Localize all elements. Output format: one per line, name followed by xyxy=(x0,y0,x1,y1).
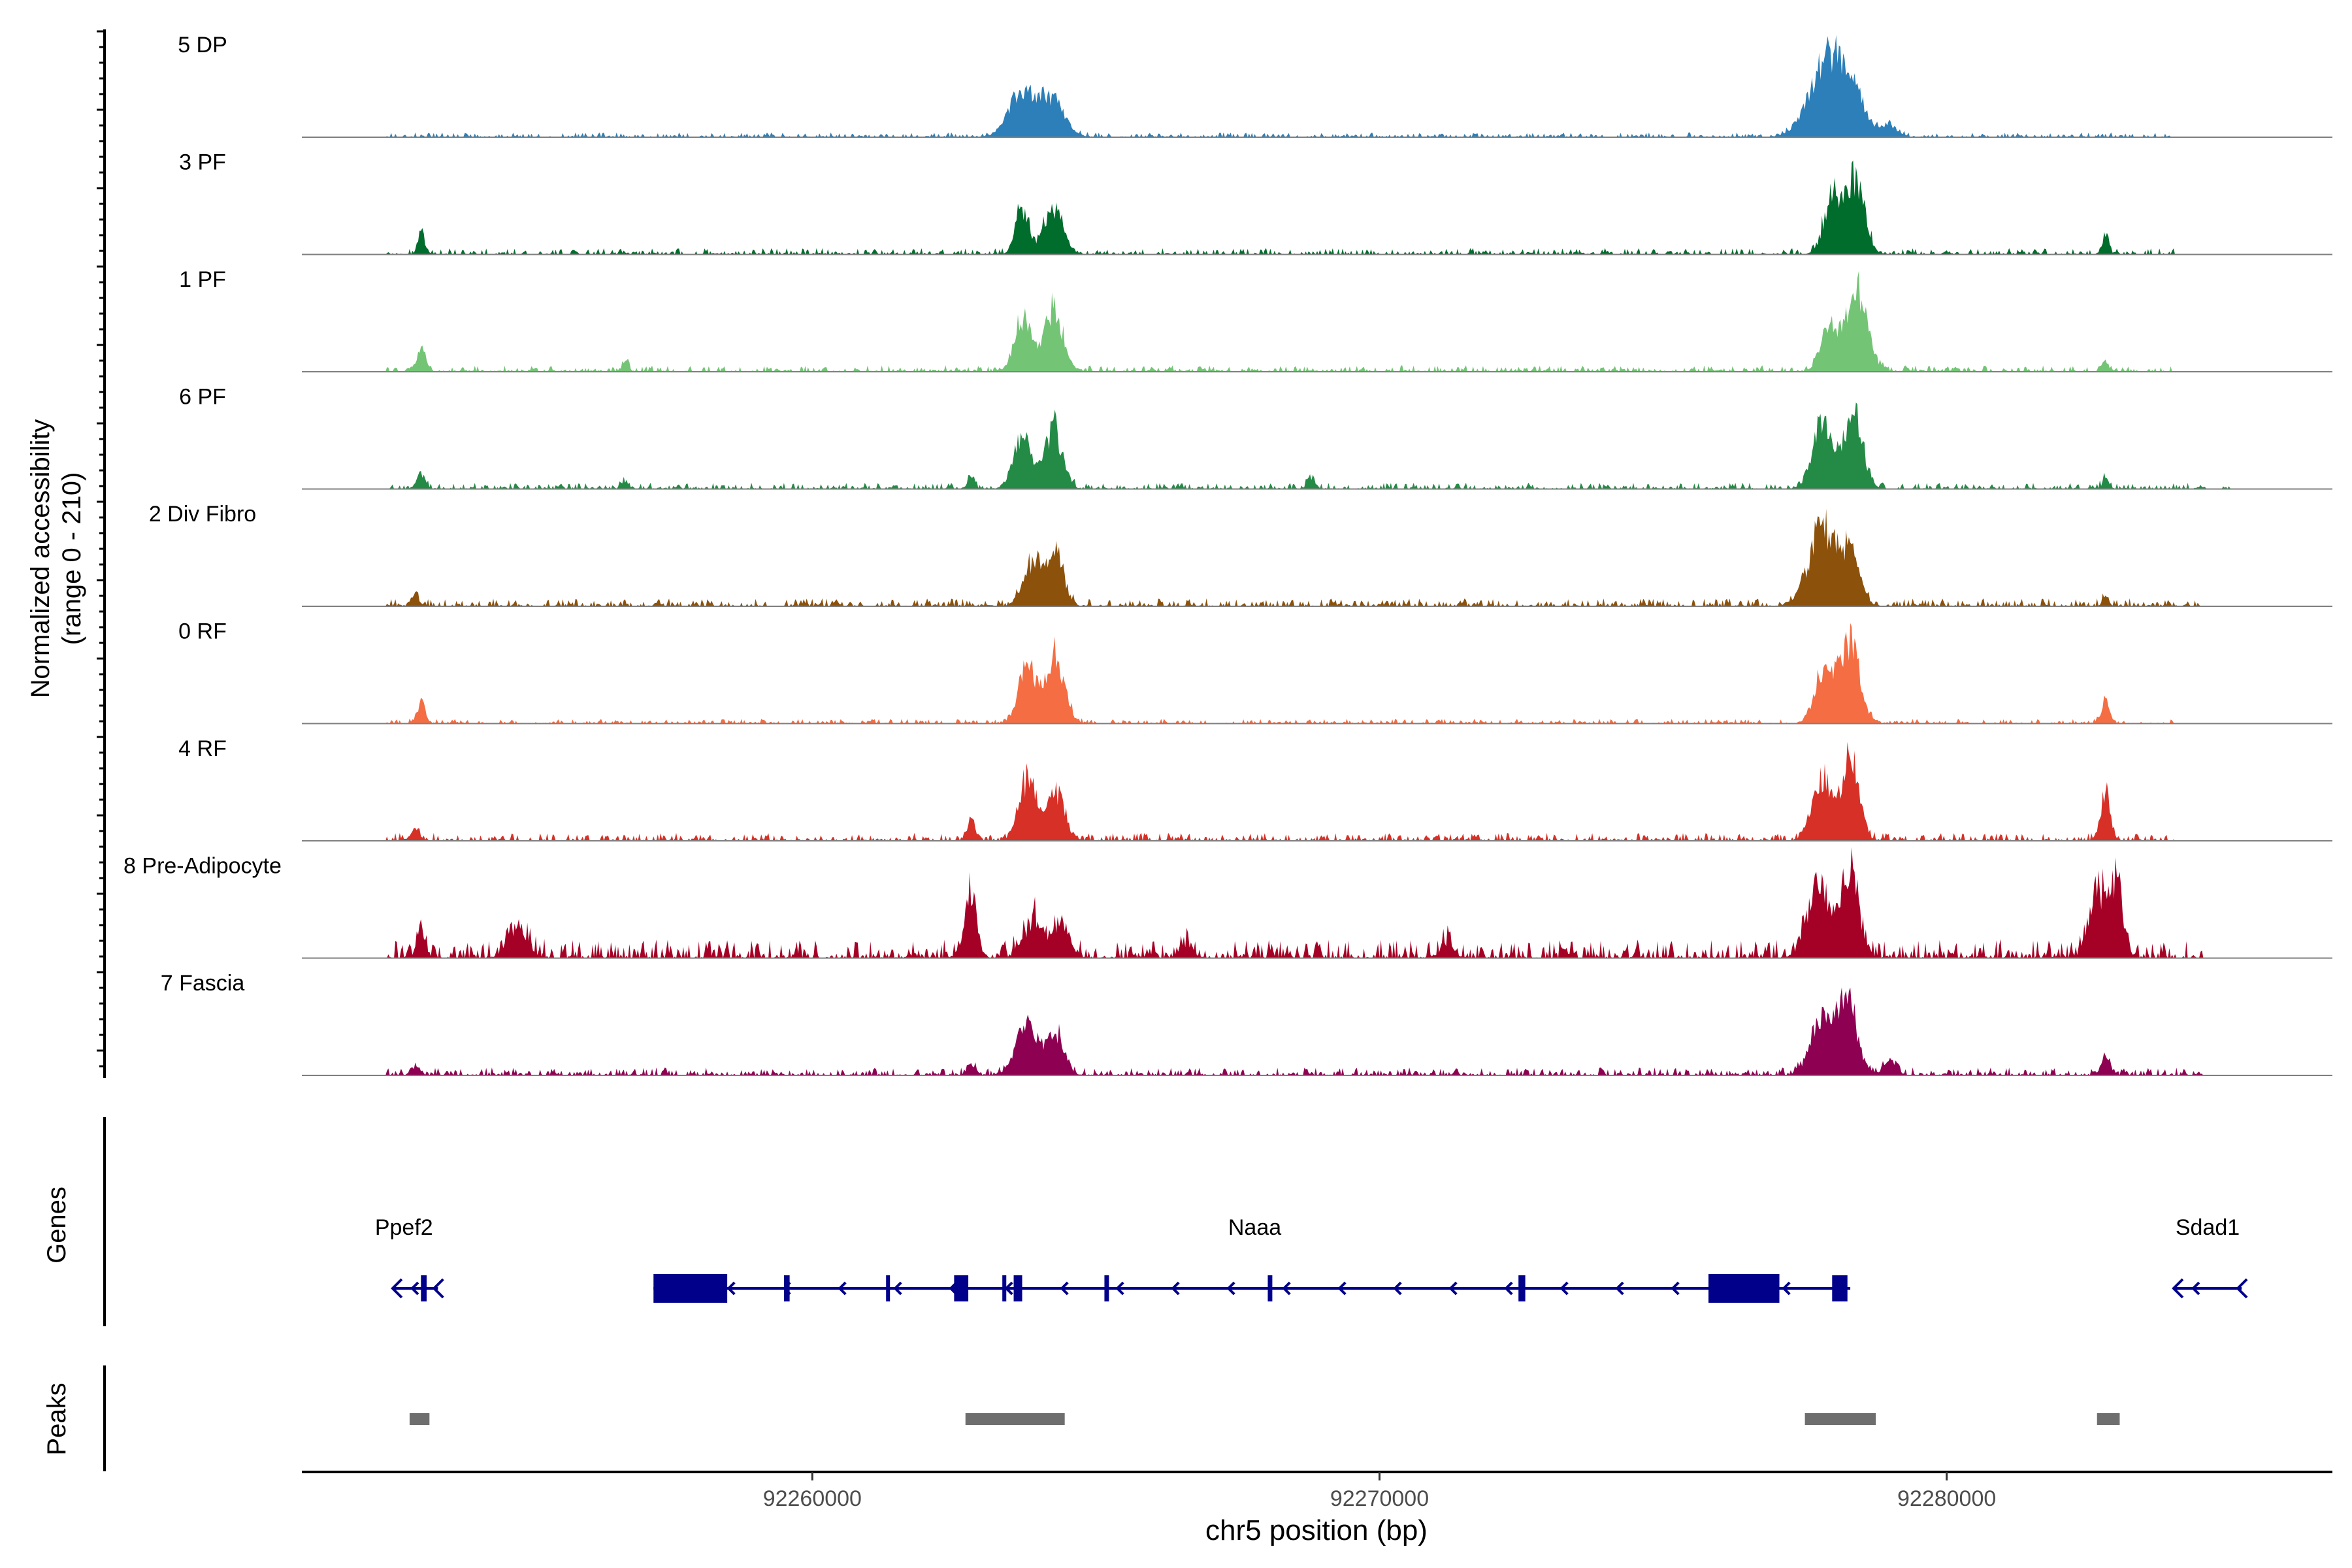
gene-Naaa: Naaa xyxy=(653,1215,1851,1303)
peak-region xyxy=(1805,1413,1876,1425)
strand-arrow xyxy=(1504,1281,1513,1296)
x-tick-label: 92260000 xyxy=(763,1486,862,1511)
strand-arrow xyxy=(1337,1281,1347,1296)
gene-label: Sdad1 xyxy=(2176,1215,2240,1240)
coverage-area xyxy=(302,742,2332,841)
strand-arrow xyxy=(1671,1281,1680,1296)
strand-arrow xyxy=(1226,1281,1235,1296)
x-tick-label: 92270000 xyxy=(1330,1486,1429,1511)
strand-arrow xyxy=(727,1281,736,1296)
coverage-area xyxy=(302,160,2332,255)
exon xyxy=(1832,1275,1848,1301)
gene-Sdad1: Sdad1 xyxy=(2172,1215,2248,1299)
gene-Ppef2: Ppef2 xyxy=(375,1215,444,1301)
strand-arrow xyxy=(2236,1278,2248,1299)
x-axis-ticks: 92260000 92270000 92280000 xyxy=(763,1472,1996,1511)
coverage-area xyxy=(302,270,2332,372)
strand-arrow xyxy=(1393,1281,1402,1296)
exon xyxy=(1013,1275,1022,1301)
track-7: 8 Pre-Adipocyte xyxy=(123,847,2332,959)
track-label: 1 PF xyxy=(179,267,226,292)
strand-arrow xyxy=(1560,1281,1569,1296)
track-4: 2 Div Fibro xyxy=(149,502,2332,607)
coverage-area xyxy=(302,987,2332,1075)
coverage-area xyxy=(302,847,2332,958)
peak-region xyxy=(2097,1413,2120,1425)
exon xyxy=(886,1275,890,1301)
track-5: 0 RF xyxy=(178,619,2332,725)
strand-arrow xyxy=(1448,1281,1458,1296)
strand-arrow xyxy=(1171,1281,1180,1296)
track-6: 4 RF xyxy=(178,736,2332,841)
exon xyxy=(1104,1275,1109,1301)
strand-arrow xyxy=(1060,1281,1069,1296)
strand-arrow xyxy=(410,1281,419,1296)
exon xyxy=(783,1275,790,1301)
coverage-tracks: 5 DP 3 PF 1 PF 6 PF 2 Div Fibro 0 RF 4 RF 8 Pre… xyxy=(123,33,2332,1076)
y-axis-label-line2: (range 0 - 210) xyxy=(57,472,86,645)
strand-arrow xyxy=(2172,1278,2184,1299)
track-label: 5 DP xyxy=(178,33,227,57)
exon xyxy=(1708,1274,1780,1303)
track-1: 3 PF xyxy=(179,150,2332,255)
peak-region xyxy=(965,1413,1065,1425)
exon xyxy=(1518,1275,1526,1301)
coverage-area xyxy=(302,508,2332,606)
track-8: 7 Fascia xyxy=(161,971,2332,1076)
track-label: 8 Pre-Adipocyte xyxy=(123,854,282,879)
x-tick-label: 92280000 xyxy=(1897,1486,1996,1511)
gene-annotations: Ppef2 Naaa Sdad1 xyxy=(375,1215,2248,1303)
y-axis-ticks xyxy=(97,30,105,1068)
exon xyxy=(954,1275,969,1301)
strand-arrow xyxy=(893,1281,902,1296)
strand-arrow xyxy=(1004,1281,1013,1296)
y-axis-label: Normalized accessibility (range 0 - 210) xyxy=(26,419,86,698)
track-0: 5 DP xyxy=(178,33,2332,138)
y-axis-label-line1: Normalized accessibility xyxy=(26,419,55,698)
coverage-area xyxy=(302,402,2332,489)
track-label: 0 RF xyxy=(178,619,227,644)
exon xyxy=(1267,1275,1273,1301)
track-label: 7 Fascia xyxy=(161,971,245,996)
track-label: 4 RF xyxy=(178,736,227,761)
strand-arrow xyxy=(1615,1281,1624,1296)
exon xyxy=(653,1274,728,1303)
strand-arrow xyxy=(1782,1281,1791,1296)
strand-arrow xyxy=(1115,1281,1124,1296)
strand-arrow xyxy=(432,1278,444,1299)
x-axis-label: chr5 position (bp) xyxy=(1205,1514,1428,1546)
coverage-area xyxy=(302,35,2332,137)
exon xyxy=(1002,1275,1007,1301)
peak-regions xyxy=(409,1413,2120,1425)
track-label: 2 Div Fibro xyxy=(149,502,256,527)
strand-arrow xyxy=(838,1281,847,1296)
strand-arrow xyxy=(2191,1281,2200,1296)
gene-label: Ppef2 xyxy=(375,1215,433,1240)
exon xyxy=(421,1275,427,1301)
coverage-area xyxy=(302,623,2332,724)
peaks-panel-label: Peaks xyxy=(42,1382,71,1455)
strand-arrow xyxy=(1282,1281,1291,1296)
gene-label: Naaa xyxy=(1228,1215,1281,1240)
track-3: 6 PF xyxy=(179,385,2332,490)
track-label: 3 PF xyxy=(179,150,226,175)
strand-arrow xyxy=(391,1278,403,1299)
track-2: 1 PF xyxy=(179,267,2332,372)
track-label: 6 PF xyxy=(179,385,226,410)
genes-panel-label: Genes xyxy=(42,1186,71,1264)
peak-region xyxy=(409,1413,430,1425)
